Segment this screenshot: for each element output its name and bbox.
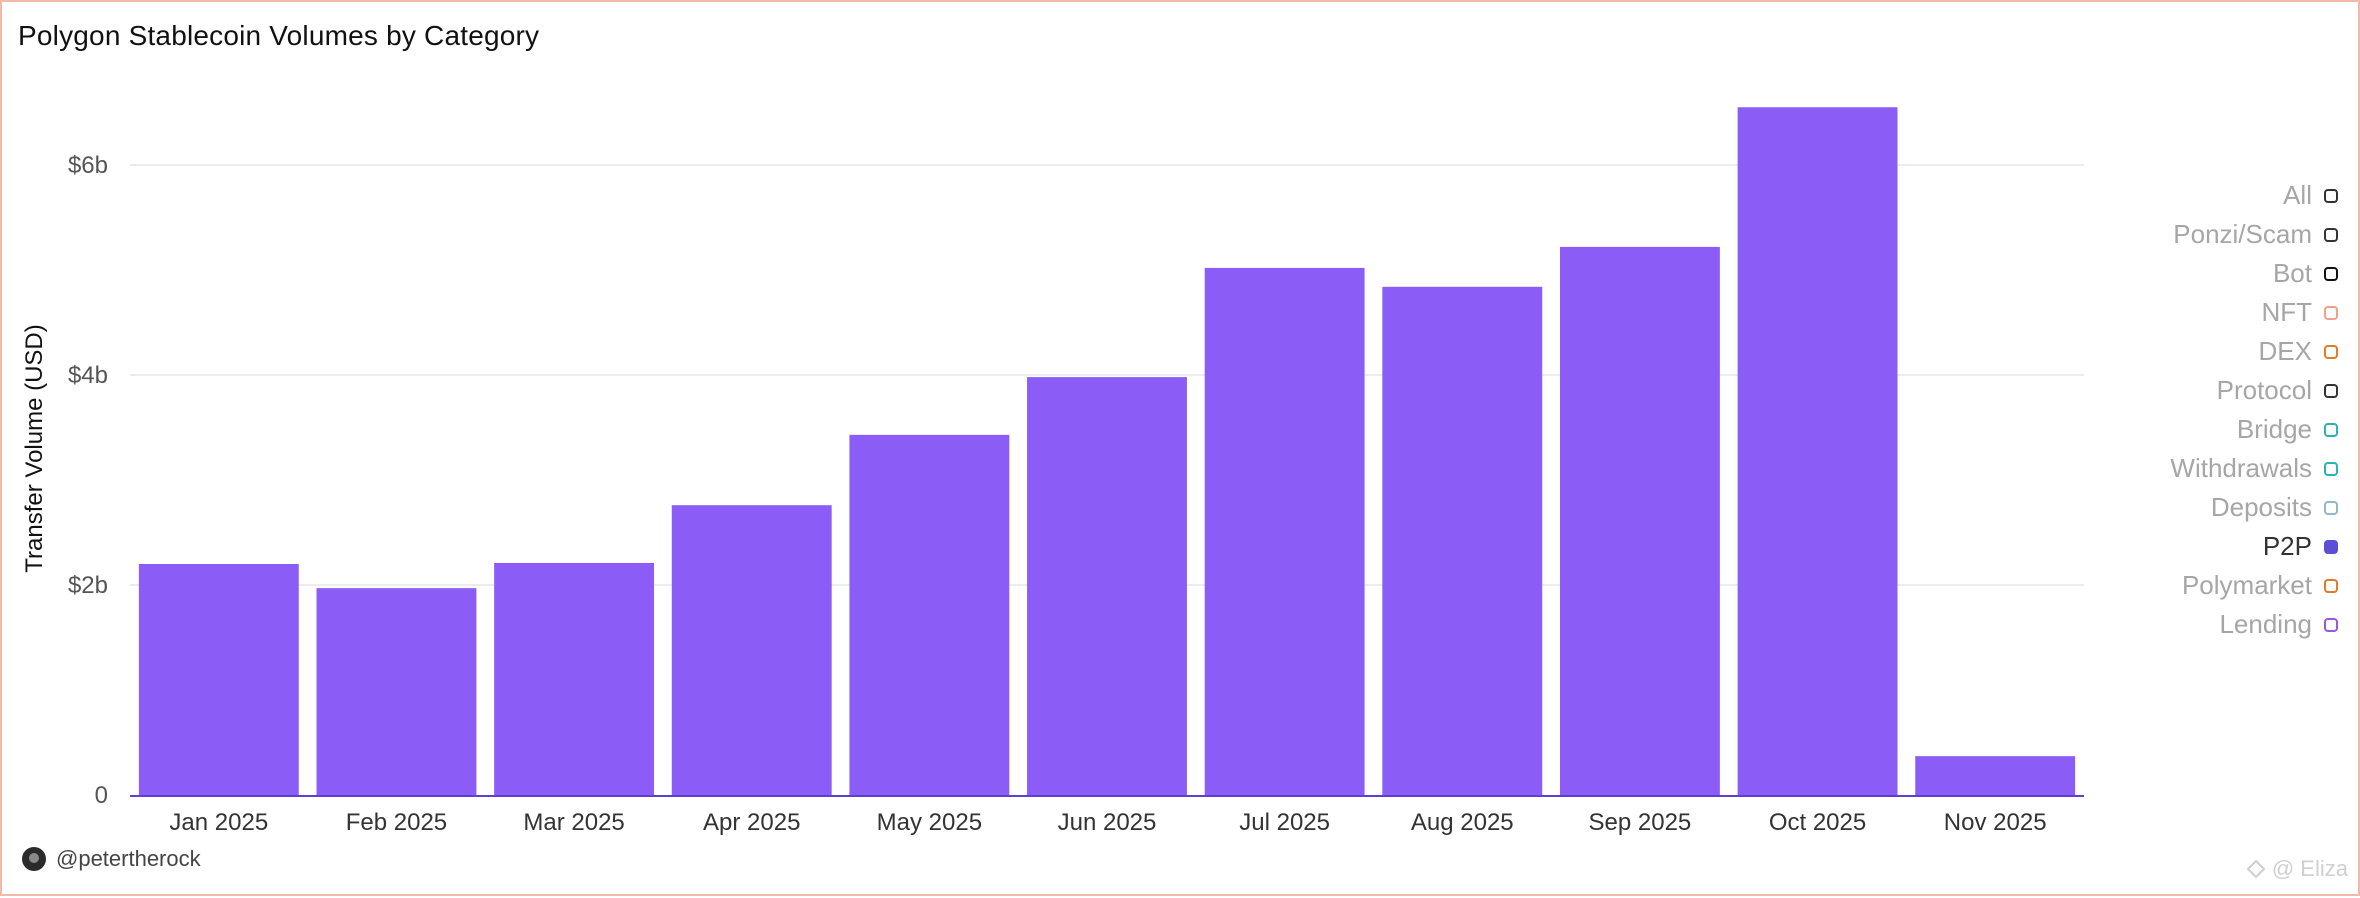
legend: All Ponzi/Scam Bot NFT DEX Protocol Bridge With… [2038,176,2338,644]
x-tick-label: Sep 2025 [1589,809,1692,836]
legend-item[interactable]: Bot [2038,254,2338,293]
legend-swatch[interactable] [2324,305,2338,320]
legend-swatch[interactable] [2324,383,2338,398]
legend-label: Withdrawals [2170,453,2312,483]
x-tick-label: Jan 2025 [169,809,268,836]
legend-label: Polymarket [2181,570,2312,600]
avatar [22,847,46,871]
legend-label: Protocol [2216,375,2312,405]
eliza-logo-icon [2246,859,2266,879]
legend-item[interactable]: Polymarket [2038,566,2338,605]
legend-item[interactable]: DEX [2038,332,2338,371]
bar [1559,246,1720,795]
legend-item[interactable]: Ponzi/Scam [2038,215,2338,254]
y-tick-label: $6b [68,152,108,179]
legend-swatch[interactable] [2324,578,2338,593]
legend-swatch[interactable] [2324,266,2338,281]
bar [316,588,477,795]
bar [494,562,655,795]
legend-item[interactable]: All [2038,176,2338,215]
legend-item[interactable]: Protocol [2038,371,2338,410]
bar [849,434,1010,795]
legend-swatch[interactable] [2324,188,2338,203]
x-tick-label: Apr 2025 [703,809,800,836]
watermark: @ Eliza [2246,856,2348,882]
legend-label: DEX [2258,336,2312,366]
y-tick-label: $4b [68,362,108,389]
legend-item[interactable]: Deposits [2038,488,2338,527]
bar [138,564,299,795]
x-tick-label: Jul 2025 [1239,809,1330,836]
author-handle: @petertherock [56,846,201,871]
x-tick-label: May 2025 [877,809,982,836]
legend-item[interactable]: Withdrawals [2038,449,2338,488]
y-tick-label: 0 [95,782,108,809]
legend-swatch[interactable] [2324,344,2338,359]
bar [1915,756,2076,795]
legend-label: Ponzi/Scam [2173,219,2312,249]
x-tick-label: Jun 2025 [1058,809,1157,836]
x-tick-label: Feb 2025 [346,809,447,836]
legend-label: Lending [2219,609,2312,639]
legend-label: All [2283,180,2312,210]
legend-item[interactable]: P2P [2038,527,2338,566]
bar [1027,377,1187,795]
bar [1382,286,1543,795]
legend-label: NFT [2261,297,2312,327]
watermark-text: @ Eliza [2271,856,2348,881]
x-tick-label: Oct 2025 [1769,809,1866,836]
x-tick-label: Nov 2025 [1944,809,2047,836]
legend-label: Bridge [2236,414,2312,444]
x-tick-label: Aug 2025 [1411,809,1514,836]
y-axis-title: Transfer Volume (USD) [21,324,48,573]
bar [671,505,832,795]
legend-item[interactable]: Lending [2038,605,2338,644]
legend-swatch[interactable] [2324,227,2338,242]
bar [1737,107,1898,795]
legend-item[interactable]: Bridge [2038,410,2338,449]
legend-label: Bot [2272,258,2312,288]
y-tick-label: $2b [68,572,108,599]
chart-title: Polygon Stablecoin Volumes by Category [18,20,540,51]
legend-swatch[interactable] [2324,461,2338,476]
x-tick-label: Mar 2025 [523,809,624,836]
legend-swatch[interactable] [2324,500,2338,515]
author-credit: @petertherock [22,846,201,872]
legend-swatch[interactable] [2324,617,2338,632]
legend-swatch[interactable] [2324,422,2338,437]
legend-label: P2P [2262,531,2312,561]
legend-item[interactable]: NFT [2038,293,2338,332]
bar [1204,267,1365,795]
legend-label: Deposits [2210,492,2312,522]
legend-swatch[interactable] [2324,539,2338,554]
